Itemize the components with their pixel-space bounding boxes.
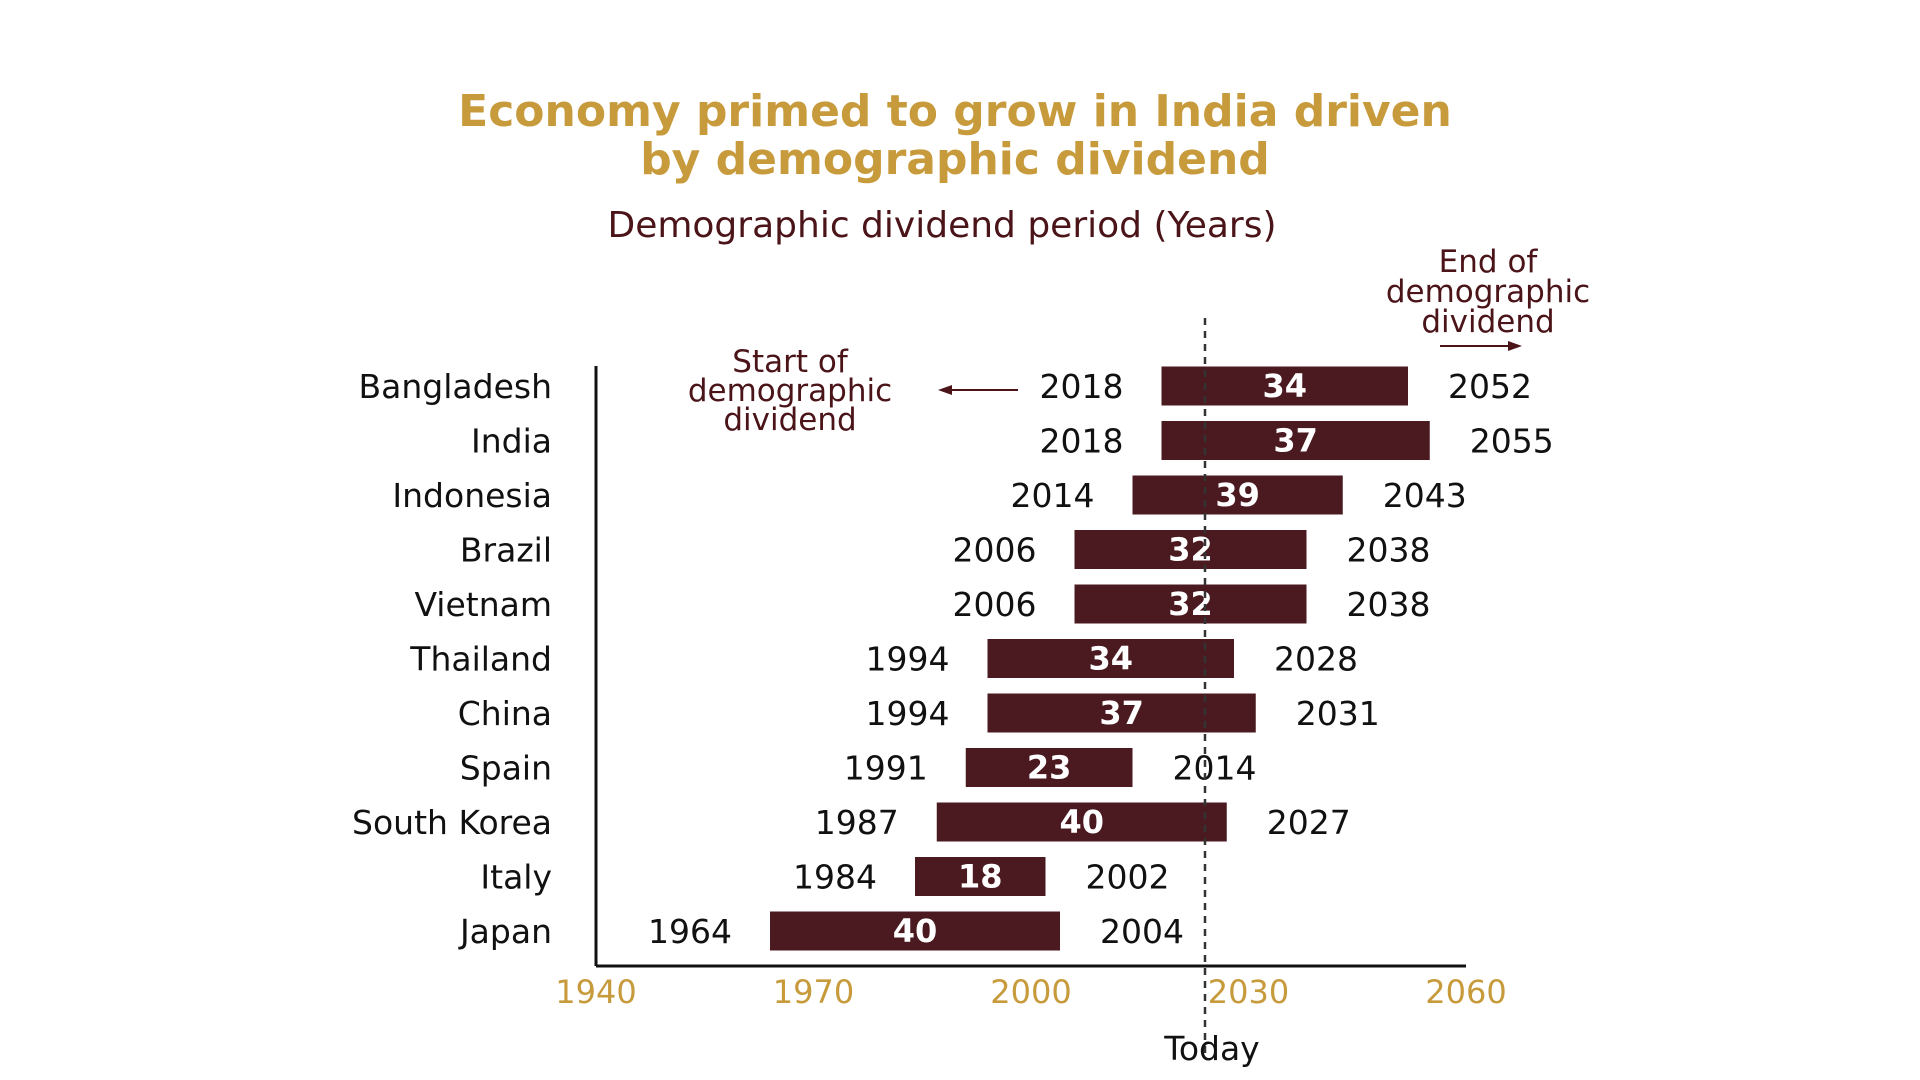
end-year-label: 2014 bbox=[1173, 749, 1257, 788]
end-year-label: 2055 bbox=[1470, 422, 1554, 461]
chart-title: Economy primed to grow in India drivenby… bbox=[458, 86, 1452, 185]
chart-subtitle: Demographic dividend period (Years) bbox=[607, 205, 1276, 246]
end-year-label: 2038 bbox=[1347, 531, 1431, 570]
bar-duration-label: 32 bbox=[1168, 531, 1213, 569]
country-label: South Korea bbox=[352, 803, 552, 842]
x-ticks: 1940 1970 2000 2030 2060 bbox=[555, 973, 1506, 1011]
bar-duration-label: 18 bbox=[958, 858, 1003, 896]
country-label: China bbox=[458, 694, 552, 733]
end-arrow-head bbox=[1508, 341, 1522, 351]
start-annotation-line: demographic bbox=[688, 373, 892, 409]
country-label: Thailand bbox=[409, 640, 552, 679]
bar bbox=[915, 857, 1046, 896]
bar-duration-label: 39 bbox=[1215, 476, 1260, 514]
bar bbox=[965, 748, 1133, 787]
country-label: Spain bbox=[460, 749, 552, 788]
start-year-label: 2018 bbox=[1040, 422, 1124, 461]
country-label: India bbox=[471, 422, 552, 461]
title-line-2: by demographic dividend bbox=[640, 134, 1270, 185]
end-year-label: 2031 bbox=[1296, 694, 1380, 733]
row-thailand: Thailand 34 1994 2028 bbox=[409, 639, 1358, 679]
row-china: China 37 1994 2031 bbox=[458, 693, 1380, 733]
row-brazil: Brazil 32 2006 2038 bbox=[460, 530, 1431, 570]
bar-duration-label: 37 bbox=[1099, 694, 1144, 732]
end-year-label: 2038 bbox=[1347, 585, 1431, 624]
bar-duration-label: 37 bbox=[1273, 422, 1318, 460]
end-annotation-line: dividend bbox=[1421, 304, 1554, 340]
row-spain: Spain 23 1991 2014 bbox=[460, 748, 1257, 788]
bar bbox=[987, 639, 1234, 678]
bar bbox=[936, 802, 1227, 842]
end-year-label: 2027 bbox=[1267, 803, 1351, 842]
bar-duration-label: 34 bbox=[1088, 640, 1133, 678]
country-label: Indonesia bbox=[392, 476, 552, 515]
country-label: Italy bbox=[480, 858, 552, 897]
bar bbox=[1074, 530, 1307, 569]
row-bangladesh: Bangladesh 34 2018 2052 bbox=[359, 366, 1532, 406]
x-tick-label: 2030 bbox=[1208, 973, 1289, 1011]
x-tick-label: 2000 bbox=[990, 973, 1071, 1011]
end-year-label: 2052 bbox=[1448, 367, 1532, 406]
bar-duration-label: 23 bbox=[1027, 749, 1072, 787]
row-india: India 37 2018 2055 bbox=[471, 421, 1554, 461]
end-annotation-line: demographic bbox=[1386, 274, 1590, 310]
country-label: Japan bbox=[458, 912, 552, 951]
today-label: Today bbox=[1163, 1029, 1259, 1068]
start-year-label: 1994 bbox=[866, 640, 950, 679]
row-japan: Japan 40 1964 2004 bbox=[458, 911, 1184, 951]
bar bbox=[987, 693, 1256, 733]
end-annotation-line: End of bbox=[1439, 244, 1539, 280]
start-annotation-line: Start of bbox=[732, 344, 849, 380]
row-italy: Italy 18 1984 2002 bbox=[480, 857, 1169, 897]
row-indonesia: Indonesia 39 2014 2043 bbox=[392, 475, 1467, 515]
start-year-label: 2006 bbox=[953, 585, 1037, 624]
end-year-label: 2043 bbox=[1383, 476, 1467, 515]
start-year-label: 1994 bbox=[866, 694, 950, 733]
start-year-label: 1987 bbox=[815, 803, 899, 842]
start-year-label: 1964 bbox=[648, 912, 732, 951]
start-year-label: 2014 bbox=[1011, 476, 1095, 515]
start-year-label: 2006 bbox=[953, 531, 1037, 570]
start-year-label: 1991 bbox=[844, 749, 928, 788]
end-year-label: 2028 bbox=[1274, 640, 1358, 679]
country-label: Bangladesh bbox=[359, 367, 552, 406]
country-label: Vietnam bbox=[414, 585, 552, 624]
x-tick-label: 1940 bbox=[555, 973, 636, 1011]
title-line-1: Economy primed to grow in India driven bbox=[458, 86, 1452, 137]
end-year-label: 2002 bbox=[1086, 858, 1170, 897]
start-annotation-line: dividend bbox=[723, 402, 856, 438]
x-tick-label: 1970 bbox=[773, 973, 854, 1011]
bar bbox=[770, 911, 1060, 951]
bar bbox=[1074, 584, 1307, 624]
x-tick-label: 2060 bbox=[1425, 973, 1506, 1011]
start-year-label: 1984 bbox=[793, 858, 877, 897]
bar-duration-label: 34 bbox=[1262, 367, 1307, 405]
end-year-label: 2004 bbox=[1100, 912, 1184, 951]
start-arrow-head bbox=[938, 385, 952, 395]
bar bbox=[1161, 366, 1408, 406]
bar bbox=[1132, 475, 1343, 515]
country-label: Brazil bbox=[460, 531, 552, 570]
bar-duration-label: 40 bbox=[1059, 803, 1104, 841]
start-year-label: 2018 bbox=[1040, 367, 1124, 406]
bar-duration-label: 40 bbox=[893, 912, 938, 950]
row-south-korea: South Korea 40 1987 2027 bbox=[352, 802, 1351, 842]
